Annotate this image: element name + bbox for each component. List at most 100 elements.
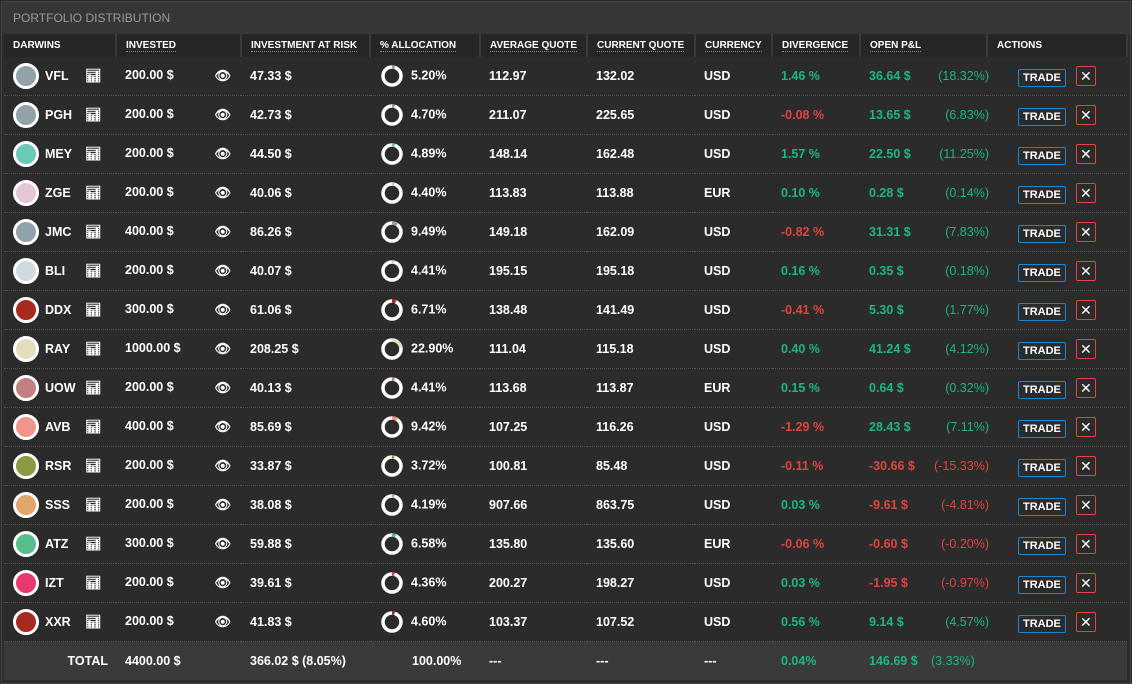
- darwin-name[interactable]: XXR: [45, 615, 71, 629]
- bar-chart-icon[interactable]: 📊︎: [85, 107, 102, 122]
- column-header[interactable]: AVERAGE QUOTE: [480, 34, 588, 57]
- risk-value: 47.33 $: [241, 57, 370, 96]
- bar-chart-icon[interactable]: 📊︎: [85, 185, 102, 200]
- eye-icon[interactable]: 👁︎: [214, 224, 231, 239]
- average-quote: 907.66: [480, 485, 587, 525]
- column-header[interactable]: DARWINS: [4, 34, 117, 57]
- darwin-name[interactable]: IZT: [45, 576, 64, 590]
- trade-button[interactable]: TRADE: [1018, 107, 1066, 126]
- eye-icon[interactable]: 👁︎: [214, 419, 231, 434]
- eye-icon[interactable]: 👁︎: [214, 263, 231, 278]
- trade-button[interactable]: TRADE: [1018, 458, 1066, 477]
- trade-button[interactable]: TRADE: [1018, 146, 1066, 165]
- trade-button[interactable]: TRADE: [1018, 302, 1066, 321]
- bar-chart-icon[interactable]: 📊︎: [85, 263, 102, 278]
- close-icon[interactable]: ✕: [1075, 65, 1096, 86]
- darwin-name[interactable]: RAY: [45, 342, 71, 356]
- column-header[interactable]: CURRENCY: [695, 34, 773, 57]
- close-icon[interactable]: ✕: [1075, 299, 1096, 320]
- darwin-name[interactable]: AVB: [45, 420, 71, 434]
- close-icon[interactable]: ✕: [1075, 221, 1096, 242]
- bar-chart-icon[interactable]: 📊︎: [85, 380, 102, 395]
- close-icon[interactable]: ✕: [1075, 182, 1096, 203]
- bar-chart-icon[interactable]: 📊︎: [85, 575, 102, 590]
- allocation-value: 4.40%: [411, 185, 447, 200]
- average-quote: 113.68: [480, 368, 587, 408]
- trade-button[interactable]: TRADE: [1018, 419, 1066, 438]
- column-header[interactable]: DIVERGENCE: [772, 34, 861, 57]
- darwin-name[interactable]: ATZ: [45, 537, 69, 551]
- trade-button[interactable]: TRADE: [1018, 68, 1066, 87]
- darwin-name[interactable]: UOW: [45, 381, 76, 395]
- trade-button[interactable]: TRADE: [1018, 575, 1066, 594]
- darwin-name[interactable]: BLI: [45, 264, 66, 278]
- eye-icon[interactable]: 👁︎: [214, 341, 231, 356]
- bar-chart-icon[interactable]: 📊︎: [85, 302, 102, 317]
- darwin-name[interactable]: RSR: [45, 459, 72, 473]
- table-row: JMC 📊︎ 400.00 $ 👁︎ 86.26 $ 9.49% 149.18 16…: [4, 212, 1127, 252]
- darwin-name[interactable]: DDX: [45, 303, 72, 317]
- column-header[interactable]: INVESTED: [116, 34, 242, 57]
- table-row: DDX 📊︎ 300.00 $ 👁︎ 61.06 $ 6.71% 138.48 14…: [4, 290, 1127, 330]
- darwin-color-icon: [13, 141, 39, 167]
- bar-chart-icon[interactable]: 📊︎: [85, 224, 102, 239]
- eye-icon[interactable]: 👁︎: [214, 497, 231, 512]
- close-icon[interactable]: ✕: [1075, 143, 1096, 164]
- trade-button[interactable]: TRADE: [1018, 263, 1066, 282]
- column-header[interactable]: % ALLOCATION: [370, 34, 481, 57]
- eye-icon[interactable]: 👁︎: [214, 458, 231, 473]
- risk-value: 42.73 $: [241, 95, 370, 135]
- close-icon[interactable]: ✕: [1075, 572, 1096, 593]
- close-icon[interactable]: ✕: [1075, 338, 1096, 359]
- close-icon[interactable]: ✕: [1075, 104, 1096, 125]
- pnl-value: 0.35 $: [869, 264, 904, 278]
- darwin-name[interactable]: ZGE: [45, 186, 71, 200]
- bar-chart-icon[interactable]: 📊︎: [85, 614, 102, 629]
- darwin-name[interactable]: VFL: [45, 69, 69, 83]
- close-icon[interactable]: ✕: [1075, 416, 1096, 437]
- column-header[interactable]: OPEN P&L: [860, 34, 988, 57]
- trade-button[interactable]: TRADE: [1018, 341, 1066, 360]
- eye-icon[interactable]: 👁︎: [214, 575, 231, 590]
- bar-chart-icon[interactable]: 📊︎: [85, 68, 102, 83]
- bar-chart-icon[interactable]: 📊︎: [85, 536, 102, 551]
- close-icon[interactable]: ✕: [1075, 377, 1096, 398]
- trade-button[interactable]: TRADE: [1018, 614, 1066, 633]
- eye-icon[interactable]: 👁︎: [214, 185, 231, 200]
- close-icon[interactable]: ✕: [1075, 533, 1096, 554]
- bar-chart-icon[interactable]: 📊︎: [85, 341, 102, 356]
- eye-icon[interactable]: 👁︎: [214, 614, 231, 629]
- darwin-name[interactable]: SSS: [45, 498, 71, 512]
- close-icon[interactable]: ✕: [1075, 494, 1096, 515]
- column-header[interactable]: ACTIONS: [987, 34, 1128, 57]
- darwin-name[interactable]: PGH: [45, 108, 73, 122]
- eye-icon[interactable]: 👁︎: [214, 68, 231, 83]
- column-header[interactable]: CURRENT QUOTE: [587, 34, 696, 57]
- close-icon[interactable]: ✕: [1075, 611, 1096, 632]
- eye-icon[interactable]: 👁︎: [214, 146, 231, 161]
- divergence: 0.03 %: [772, 563, 860, 603]
- eye-icon[interactable]: 👁︎: [214, 380, 231, 395]
- darwin-name[interactable]: JMC: [45, 225, 72, 239]
- bar-chart-icon[interactable]: 📊︎: [85, 497, 102, 512]
- eye-icon[interactable]: 👁︎: [214, 302, 231, 317]
- trade-button[interactable]: TRADE: [1018, 536, 1066, 555]
- current-quote: 107.52: [587, 602, 695, 642]
- trade-button[interactable]: TRADE: [1018, 224, 1066, 243]
- close-icon[interactable]: ✕: [1075, 455, 1096, 476]
- column-header[interactable]: INVESTMENT AT RISK: [241, 34, 371, 57]
- close-icon[interactable]: ✕: [1075, 260, 1096, 281]
- average-quote: 148.14: [480, 134, 587, 174]
- darwin-name[interactable]: MEY: [45, 147, 73, 161]
- bar-chart-icon[interactable]: 📊︎: [85, 146, 102, 161]
- bar-chart-icon[interactable]: 📊︎: [85, 458, 102, 473]
- eye-icon[interactable]: 👁︎: [214, 107, 231, 122]
- trade-button[interactable]: TRADE: [1018, 185, 1066, 204]
- darwin-color-icon: [13, 297, 39, 323]
- eye-icon[interactable]: 👁︎: [214, 536, 231, 551]
- bar-chart-icon[interactable]: 📊︎: [85, 419, 102, 434]
- trade-button[interactable]: TRADE: [1018, 497, 1066, 516]
- trade-button[interactable]: TRADE: [1018, 380, 1066, 399]
- pnl-percent: (0.32%): [945, 381, 989, 395]
